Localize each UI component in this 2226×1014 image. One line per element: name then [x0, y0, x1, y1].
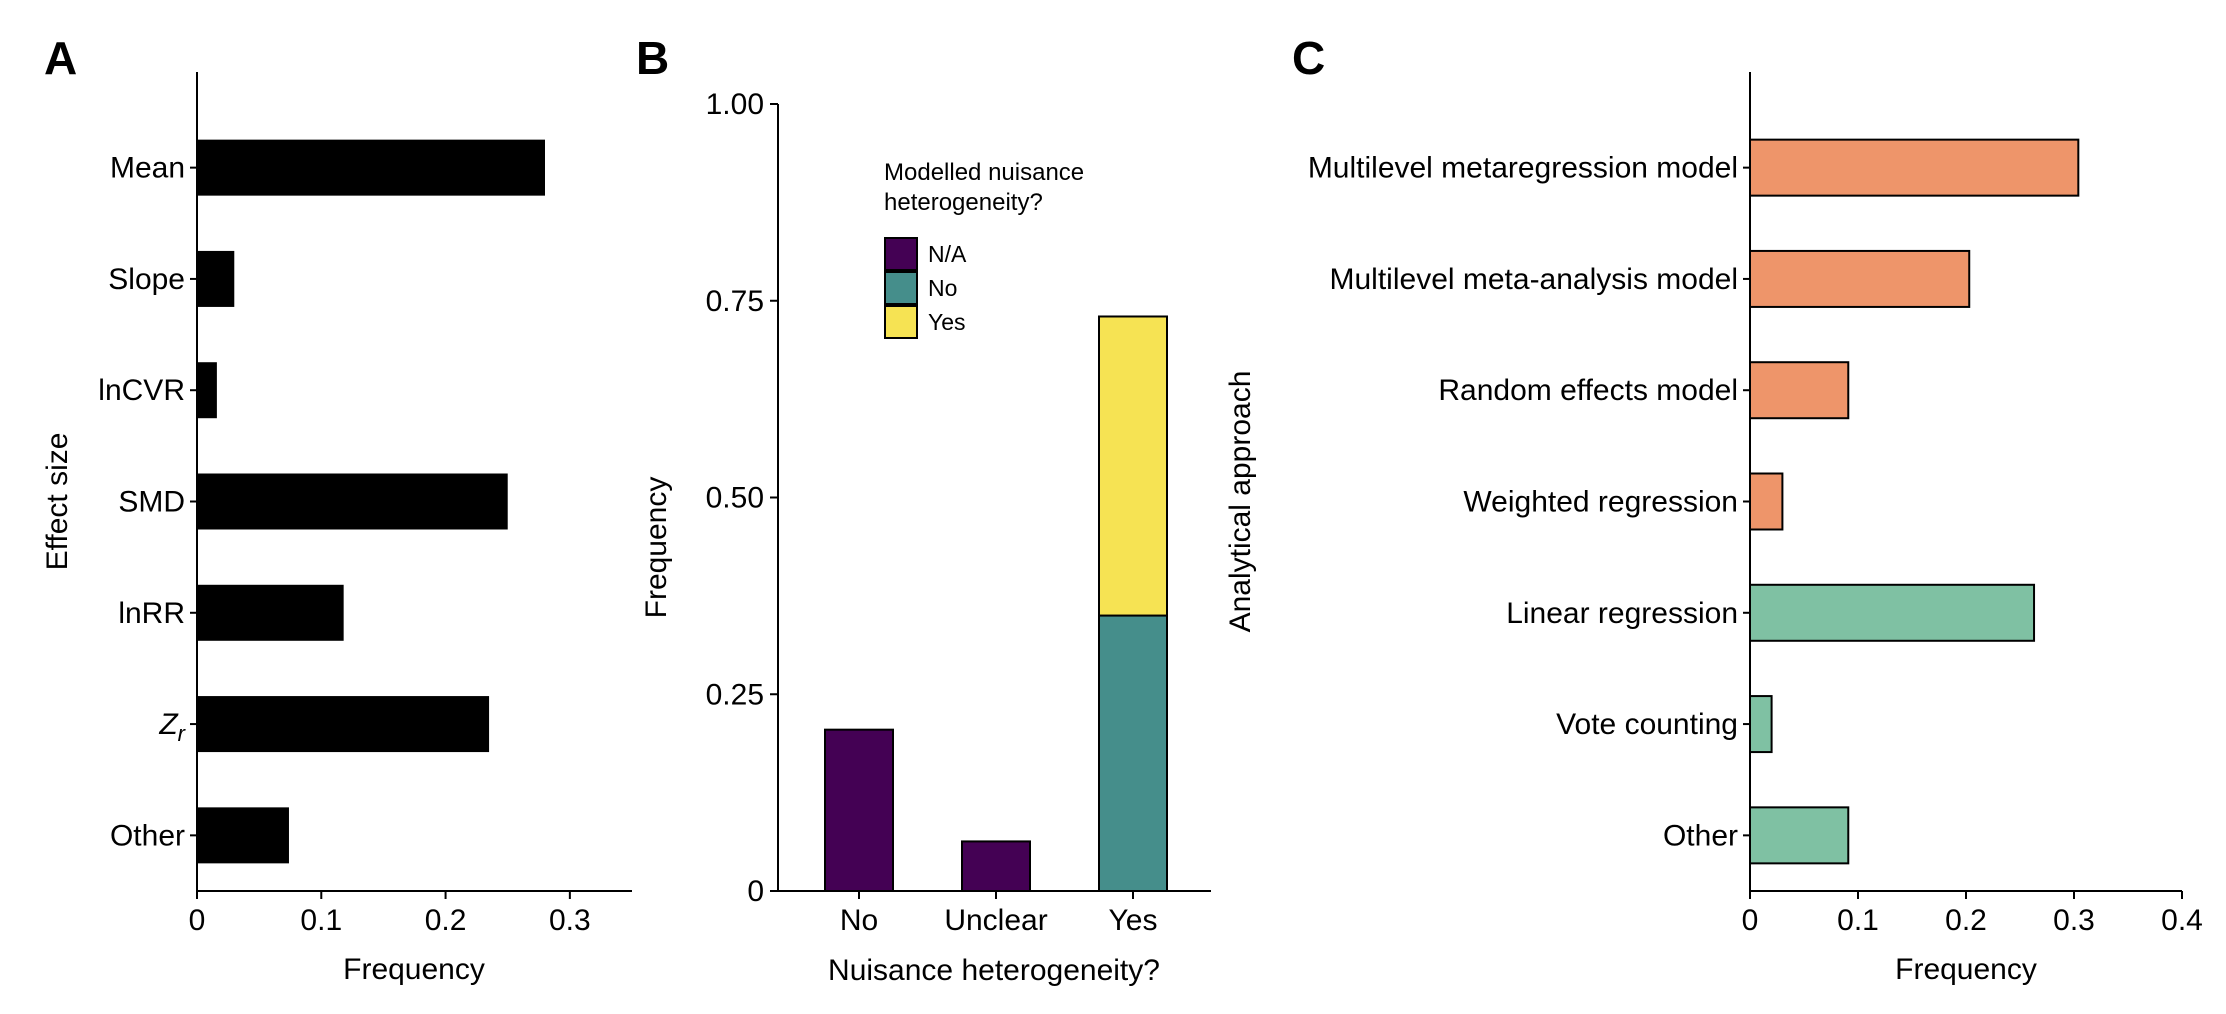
x-tick-label: 0.1 — [1837, 904, 1879, 937]
bar-yes-no — [1098, 614, 1168, 892]
bar-multilevel-metaregression-model — [1749, 138, 2080, 197]
category-label-slope: Slope — [108, 263, 185, 296]
x-axis-label: Frequency — [1895, 953, 2037, 986]
y-tick-label: 1.00 — [706, 88, 764, 121]
legend-swatch-n-a — [884, 237, 918, 271]
bar-lncvr — [197, 362, 217, 419]
category-label-other: Other — [110, 819, 185, 852]
y-axis-label: Effect size — [41, 433, 74, 571]
x-tick-label: 0 — [189, 904, 206, 937]
category-label-multilevel-meta-analysis-model: Multilevel meta-analysis model — [1330, 263, 1739, 296]
x-tick-label: 0.3 — [2053, 904, 2095, 937]
panel-c: Multilevel metaregression model Multileve… — [1224, 72, 2203, 986]
category-label-smd: SMD — [118, 486, 185, 519]
y-axis-label: Analytical approach — [1224, 371, 1257, 633]
bar-smd — [197, 473, 508, 530]
bar-unclear-n-a — [961, 840, 1031, 893]
bar-multilevel-meta-analysis-model — [1749, 249, 1971, 308]
legend-label-no: No — [928, 275, 957, 301]
panel-a: Mean Slope lnCVR SMD lnRR Zr Other 0 0.1 0.2 0.3 Fr… — [41, 72, 632, 986]
bar-vote-counting — [1749, 695, 1773, 754]
bar-lnrr — [197, 584, 344, 641]
category-label-zr: Zr — [158, 708, 186, 746]
bar-yes-yes — [1098, 315, 1168, 617]
bar-no-n-a — [824, 728, 894, 892]
legend-title: Modelled nuisance heterogeneity? — [884, 159, 1084, 216]
category-label-mean: Mean — [110, 152, 185, 185]
panel-letter-b: B — [636, 32, 669, 84]
category-label-random-effects-model: Random effects model — [1438, 374, 1738, 407]
y-axis-label: Frequency — [640, 477, 673, 619]
x-tick-label: 0 — [1742, 904, 1759, 937]
bar-zr — [197, 696, 490, 753]
legend-swatch-no — [884, 271, 918, 305]
category-label-weighted-regression: Weighted regression — [1463, 486, 1738, 519]
category-label-yes: Yes — [1109, 904, 1158, 937]
legend-swatch-yes — [884, 305, 918, 339]
bar-weighted-regression — [1749, 472, 1784, 531]
panel-letter-c: C — [1292, 32, 1325, 84]
bar-mean — [197, 139, 545, 196]
y-tick-label: 0.75 — [706, 285, 764, 318]
category-label-linear-regression: Linear regression — [1506, 597, 1738, 630]
category-label-lncvr: lnCVR — [98, 374, 185, 407]
y-tick-label: 0 — [747, 875, 764, 908]
bar-linear-regression — [1749, 583, 2036, 642]
legend: Modelled nuisance heterogeneity? N/A No Yes — [884, 159, 1084, 339]
bar-slope — [197, 250, 235, 307]
category-label-unclear: Unclear — [944, 904, 1047, 937]
x-axis-label: Frequency — [343, 953, 485, 986]
x-axis-label: Nuisance heterogeneity? — [828, 954, 1160, 987]
x-tick-label: 0.3 — [549, 904, 591, 937]
x-tick-label: 0.2 — [1945, 904, 1987, 937]
panel-letter-a: A — [44, 32, 77, 84]
x-tick-label: 0.4 — [2161, 904, 2203, 937]
x-tick-label: 0.1 — [300, 904, 342, 937]
category-label-no: No — [840, 904, 878, 937]
x-tick-label: 0.2 — [425, 904, 467, 937]
panel-b: No Unclear Yes 0 0.25 0.50 0.75 1.00 Nuisance he… — [640, 88, 1211, 987]
category-label-other: Other — [1663, 819, 1738, 852]
category-label-vote-counting: Vote counting — [1556, 708, 1738, 741]
category-label-multilevel-metaregression-model: Multilevel metaregression model — [1308, 152, 1738, 185]
legend-label-yes: Yes — [928, 309, 966, 335]
y-tick-label: 0.25 — [706, 678, 764, 711]
bar-other — [197, 807, 289, 864]
bar-other — [1749, 806, 1850, 865]
category-label-lnrr: lnRR — [118, 597, 185, 630]
y-tick-label: 0.50 — [706, 482, 764, 515]
bar-random-effects-model — [1749, 361, 1850, 420]
legend-label-n-a: N/A — [928, 241, 967, 267]
